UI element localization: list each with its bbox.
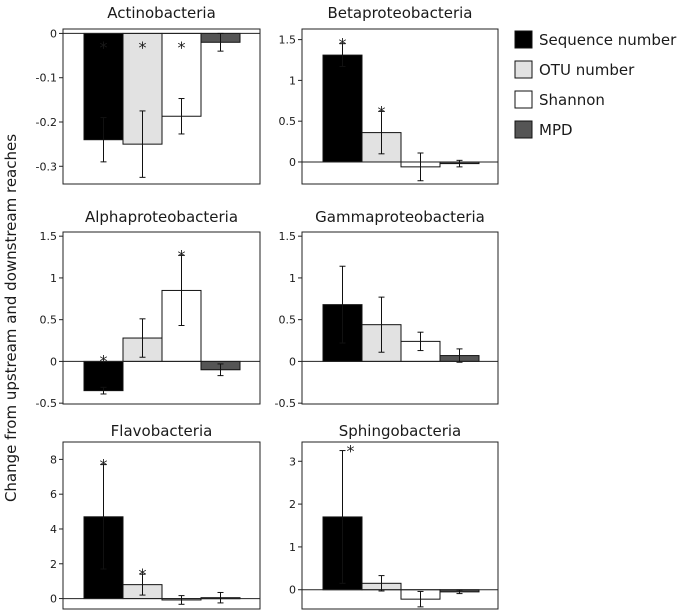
y-tick-label: 0.5 [40, 314, 58, 327]
panel-frame [301, 231, 499, 405]
panel-betaproteobacteria: Betaproteobacteria 1.5 1 0.5 0 * * [279, 4, 499, 185]
legend-item-otu-number: OTU number [514, 60, 635, 79]
y-tick-label: 3 [289, 455, 296, 468]
legend-swatch [514, 60, 533, 79]
legend-label: OTU number [539, 61, 635, 79]
y-tick-label: 0 [289, 584, 296, 597]
panel-frame [62, 28, 261, 185]
y-tick-label: 4 [50, 523, 57, 536]
panel-sphingobacteria: Sphingobacteria 3 2 1 0 * [289, 422, 499, 610]
significance-star: * [339, 35, 347, 54]
significance-star: * [100, 351, 108, 370]
panel-flavobacteria: Flavobacteria 8 6 4 2 0 * * [50, 422, 261, 610]
y-tick-label: -0.2 [36, 116, 57, 129]
y-tick-label: 1.5 [40, 230, 58, 243]
panel-frame [62, 441, 261, 610]
y-tick-label: 0 [50, 27, 57, 40]
y-tick-label: 1 [289, 272, 296, 285]
legend: Sequence number OTU number Shannon MPD [514, 30, 677, 139]
y-tick-label: -0.5 [36, 397, 57, 410]
y-tick-label: 2 [289, 498, 296, 511]
y-tick-label: 2 [50, 558, 57, 571]
y-tick-label: 8 [50, 453, 57, 466]
panel-alphaproteobacteria: Alphaproteobacteria 1.5 1 0.5 0 -0.5 * * [36, 208, 261, 410]
significance-star: * [378, 102, 386, 121]
bar-sequence-number [83, 360, 124, 392]
panel-frame [301, 28, 499, 185]
y-tick-label: -0.3 [36, 160, 57, 173]
y-tick-label: 0 [289, 355, 296, 368]
y-tick-label: 1.5 [279, 230, 297, 243]
y-tick-label: 0 [50, 593, 57, 606]
legend-label: Sequence number [539, 31, 677, 49]
significance-star: * [100, 456, 108, 475]
legend-swatch [514, 30, 533, 49]
significance-star: * [139, 38, 147, 57]
panel-actinobacteria: Actinobacteria 0 -0.1 -0.2 -0.3 * * * [36, 4, 261, 185]
panel-title: Betaproteobacteria [327, 4, 472, 22]
y-tick-label: 1 [50, 272, 57, 285]
panel-title: Gammaproteobacteria [315, 208, 485, 226]
y-tick-label: 0 [289, 156, 296, 169]
y-tick-label: 0.5 [279, 115, 297, 128]
legend-item-sequence-number: Sequence number [514, 30, 677, 49]
panel-title: Flavobacteria [111, 422, 213, 440]
y-tick-label: 1 [289, 74, 296, 87]
y-tick-label: 6 [50, 488, 57, 501]
panel-gammaproteobacteria: Gammaproteobacteria 1.5 1 0.5 0 -0.5 [275, 208, 499, 410]
y-tick-label: 1.5 [279, 34, 297, 47]
y-tick-label: 0.5 [279, 314, 297, 327]
y-axis-label: Change from upstream and downstream reac… [2, 134, 20, 502]
legend-item-shannon: Shannon [514, 90, 605, 109]
significance-star: * [139, 565, 147, 584]
y-tick-label: 0 [50, 355, 57, 368]
y-tick-label: -0.1 [36, 72, 57, 85]
bar-sequence-number [322, 54, 363, 163]
panel-title: Sphingobacteria [339, 422, 462, 440]
legend-swatch [514, 90, 533, 109]
y-tick-label: 1 [289, 541, 296, 554]
legend-item-mpd: MPD [514, 120, 573, 139]
significance-star: * [347, 442, 355, 461]
significance-star: * [178, 38, 186, 57]
significance-star: * [178, 246, 186, 265]
panel-frame [62, 231, 261, 405]
panel-frame [301, 441, 499, 610]
panel-title: Actinobacteria [107, 4, 216, 22]
legend-label: MPD [539, 121, 573, 139]
y-tick-label: -0.5 [275, 397, 296, 410]
significance-star: * [100, 38, 108, 57]
panel-title: Alphaproteobacteria [85, 208, 238, 226]
legend-swatch [514, 120, 533, 139]
legend-label: Shannon [539, 91, 605, 109]
